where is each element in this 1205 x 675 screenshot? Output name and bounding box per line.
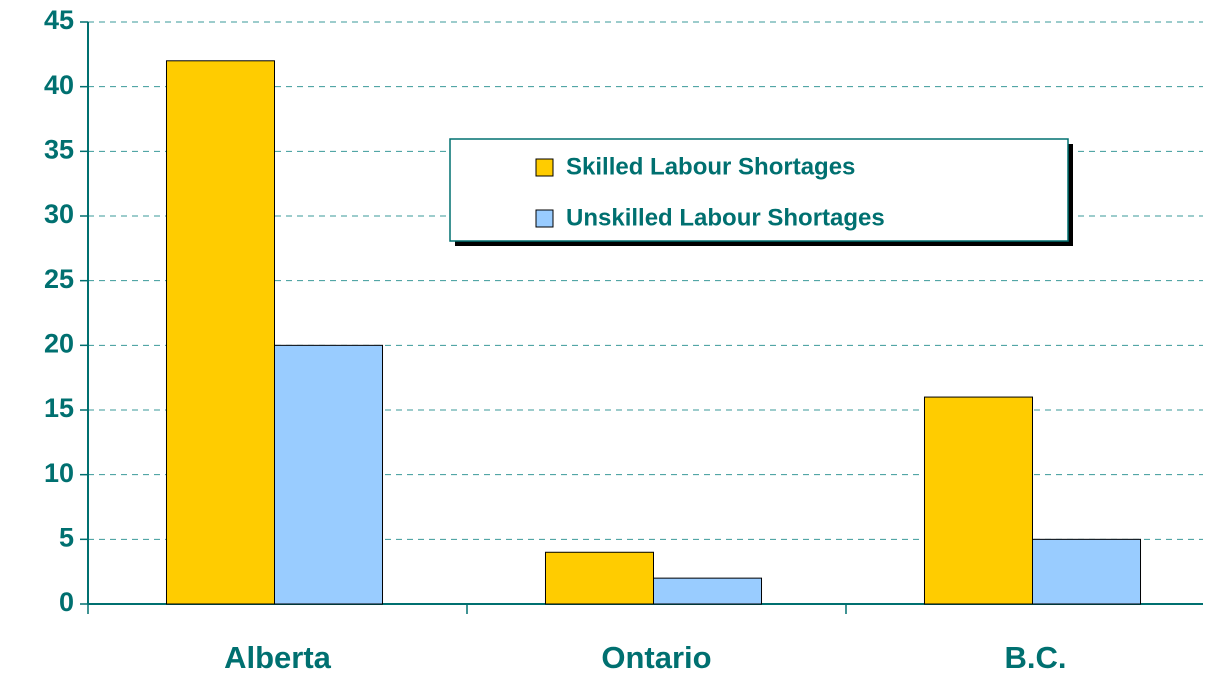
bar (274, 344, 384, 605)
y-tick-label: 45 (44, 5, 74, 35)
bar (544, 551, 654, 605)
legend-label: Unskilled Labour Shortages (566, 204, 885, 231)
y-tick-label: 40 (44, 70, 74, 100)
y-tick-label: 30 (44, 199, 74, 229)
bar (1032, 538, 1142, 605)
legend-swatch (535, 209, 554, 228)
y-tick-label: 25 (44, 264, 74, 294)
bar (653, 577, 763, 605)
x-tick-label: Alberta (224, 640, 332, 675)
y-tick-label: 10 (44, 458, 74, 488)
y-tick-label: 5 (59, 522, 74, 552)
y-tick-label: 15 (44, 393, 74, 423)
legend-label: Skilled Labour Shortages (566, 153, 855, 180)
bar (923, 396, 1033, 605)
x-tick-label: Ontario (601, 640, 711, 675)
y-tick-label: 20 (44, 328, 74, 358)
legend-swatch (535, 158, 554, 177)
x-tick-label: B.C. (1005, 640, 1067, 675)
y-tick-label: 0 (59, 587, 74, 617)
bar (165, 60, 275, 605)
y-tick-label: 35 (44, 134, 74, 164)
